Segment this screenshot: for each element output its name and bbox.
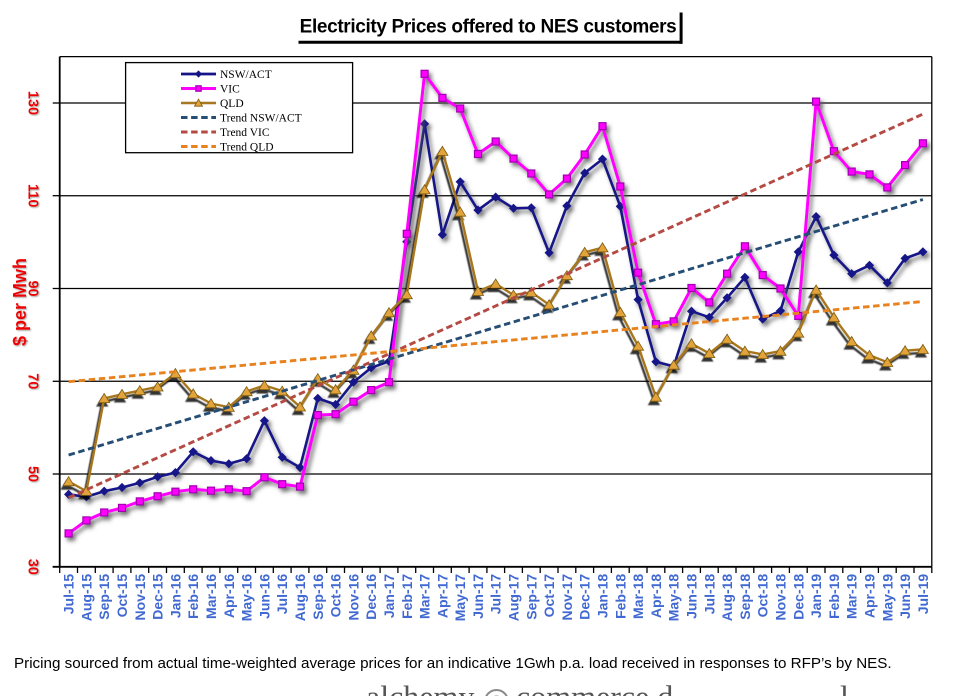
svg-text:Jan-17: Jan-17 <box>381 574 397 619</box>
svg-text:Nov-15: Nov-15 <box>132 574 148 621</box>
svg-text:Mar-18: Mar-18 <box>630 574 646 619</box>
svg-text:l: l <box>840 679 849 696</box>
svg-text:Pricing sourced from actual ti: Pricing sourced from actual time-weighte… <box>14 655 892 672</box>
svg-text:Aug-17: Aug-17 <box>506 574 522 622</box>
svg-text:Aug-15: Aug-15 <box>78 574 94 622</box>
svg-text:Jan-16: Jan-16 <box>167 574 183 619</box>
svg-text:$ per Mwh: $ per Mwh <box>10 258 30 346</box>
svg-text:50: 50 <box>25 466 41 482</box>
svg-text:commerce d: commerce d <box>516 679 673 696</box>
svg-text:Jan-19: Jan-19 <box>808 574 824 619</box>
svg-text:Dec-16: Dec-16 <box>363 574 379 620</box>
svg-text:Dec-18: Dec-18 <box>790 574 806 620</box>
svg-text:Jun-17: Jun-17 <box>470 574 486 619</box>
svg-text:Jul-16: Jul-16 <box>274 574 290 615</box>
svg-text:Apr-17: Apr-17 <box>434 574 450 619</box>
svg-text:Feb-16: Feb-16 <box>185 574 201 619</box>
svg-text:110: 110 <box>25 184 41 207</box>
svg-text:Jun-16: Jun-16 <box>256 574 272 619</box>
svg-text:Nov-17: Nov-17 <box>559 574 575 621</box>
svg-text:Nov-18: Nov-18 <box>773 574 789 621</box>
svg-text:Dec-17: Dec-17 <box>577 574 593 620</box>
svg-text:NSW/ACT: NSW/ACT <box>220 69 272 81</box>
svg-text:Aug-18: Aug-18 <box>719 574 735 622</box>
svg-text:May-16: May-16 <box>239 574 255 622</box>
svg-text:Nov-16: Nov-16 <box>345 574 361 621</box>
svg-text:Jan-18: Jan-18 <box>595 574 611 619</box>
svg-text:Dec-15: Dec-15 <box>150 574 166 620</box>
svg-text:30: 30 <box>25 559 41 575</box>
svg-text:Jun-18: Jun-18 <box>684 574 700 619</box>
svg-text:Mar-19: Mar-19 <box>844 574 860 619</box>
svg-text:Apr-18: Apr-18 <box>648 574 664 619</box>
svg-text:Trend QLD: Trend QLD <box>220 142 274 154</box>
svg-text:Sep-16: Sep-16 <box>310 574 326 620</box>
svg-text:alchemy: alchemy <box>366 679 474 696</box>
svg-text:Oct-15: Oct-15 <box>114 574 130 618</box>
svg-text:VIC: VIC <box>220 84 240 96</box>
svg-text:Trend NSW/ACT: Trend NSW/ACT <box>220 113 302 125</box>
svg-text:Jul-17: Jul-17 <box>488 574 504 615</box>
svg-text:May-18: May-18 <box>666 574 682 622</box>
svg-text:Mar-17: Mar-17 <box>417 574 433 619</box>
svg-text:May-19: May-19 <box>879 574 895 622</box>
svg-text:Trend VIC: Trend VIC <box>220 127 270 139</box>
svg-text:Sep-17: Sep-17 <box>523 574 539 620</box>
svg-text:90: 90 <box>25 280 41 296</box>
svg-text:Apr-16: Apr-16 <box>221 574 237 619</box>
svg-text:Apr-19: Apr-19 <box>862 574 878 619</box>
svg-text:Oct-17: Oct-17 <box>541 574 557 618</box>
svg-text:QLD: QLD <box>220 98 244 110</box>
svg-text:Mar-16: Mar-16 <box>203 574 219 619</box>
svg-text:Aug-16: Aug-16 <box>292 574 308 622</box>
svg-text:Feb-19: Feb-19 <box>826 574 842 619</box>
svg-text:70: 70 <box>25 373 41 389</box>
svg-text:Oct-18: Oct-18 <box>755 574 771 618</box>
svg-text:Jun-19: Jun-19 <box>897 574 913 619</box>
svg-text:Jul-15: Jul-15 <box>61 574 77 615</box>
svg-text:Sep-15: Sep-15 <box>96 574 112 620</box>
svg-text:Oct-16: Oct-16 <box>328 574 344 618</box>
svg-text:Electricity Prices offered to: Electricity Prices offered to NES custom… <box>300 17 677 38</box>
svg-text:Sep-18: Sep-18 <box>737 574 753 620</box>
svg-text:Jul-19: Jul-19 <box>915 574 931 615</box>
svg-text:Feb-17: Feb-17 <box>399 574 415 619</box>
svg-text:May-17: May-17 <box>452 574 468 622</box>
svg-text:Jul-18: Jul-18 <box>701 574 717 615</box>
svg-text:130: 130 <box>25 91 41 115</box>
svg-text:Feb-18: Feb-18 <box>612 574 628 619</box>
